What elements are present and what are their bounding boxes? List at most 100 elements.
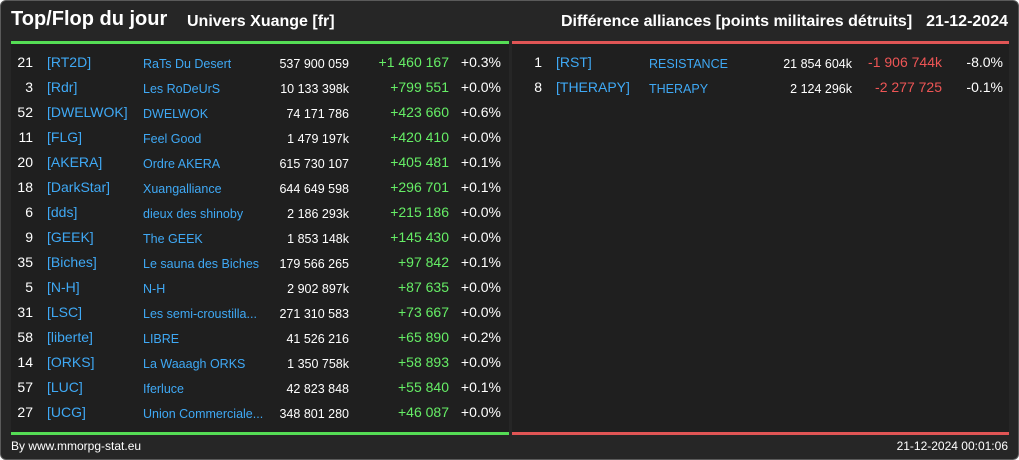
points-cell: 2 902 897k — [287, 282, 349, 296]
percent-cell: +0.1% — [460, 254, 501, 270]
percent-cell: +0.0% — [460, 354, 501, 370]
alliance-name-link[interactable]: RESISTANCE — [649, 57, 728, 71]
table-row: 27 [UCG] Union Commerciale... 348 801 280 +4… — [11, 401, 509, 426]
points-cell: 21 854 604k — [783, 57, 852, 71]
alliance-tag-link[interactable]: [AKERA] — [47, 154, 103, 170]
diff-cell: +420 410 — [390, 129, 449, 145]
table-row: 21 [RT2D] RaTs Du Desert 537 900 059 +1 460 … — [11, 51, 509, 76]
diff-cell: +58 893 — [398, 354, 449, 370]
table-row: 57 [LUC] Iferluce 42 823 848 +55 840 +0.1% — [11, 376, 509, 401]
top-list: 21 [RT2D] RaTs Du Desert 537 900 059 +1 460 … — [11, 51, 509, 426]
alliance-name-link[interactable]: dieux des shinoby — [143, 207, 244, 221]
alliance-name-link[interactable]: Feel Good — [143, 132, 202, 146]
alliance-tag-link[interactable]: [DWELWOK] — [47, 104, 128, 120]
diff-cell: +423 660 — [390, 104, 449, 120]
diff-cell: +73 667 — [398, 304, 449, 320]
alliance-name-link[interactable]: Les RoDeUrS — [143, 82, 221, 96]
table-row: 6 [dds] dieux des shinoby 2 186 293k +215 18… — [11, 201, 509, 226]
alliance-tag-link[interactable]: [liberte] — [47, 329, 93, 345]
rank-cell: 6 — [25, 204, 33, 220]
alliance-tag-link[interactable]: [FLG] — [47, 129, 83, 145]
alliance-name-link[interactable]: Le sauna des Biches — [143, 257, 260, 271]
points-cell: 2 186 293k — [287, 207, 349, 221]
diff-cell: +405 481 — [390, 154, 449, 170]
alliance-tag-link[interactable]: [DarkStar] — [47, 179, 111, 195]
alliance-name-link[interactable]: N-H — [143, 282, 166, 296]
percent-cell: +0.0% — [460, 404, 501, 420]
alliance-name-link[interactable]: The GEEK — [143, 232, 203, 246]
rank-cell: 21 — [17, 54, 33, 70]
points-cell: 271 310 583 — [279, 307, 349, 321]
percent-cell: +0.2% — [460, 329, 501, 345]
header-right: Différence alliances [points militaires … — [561, 13, 1008, 31]
alliance-tag-link[interactable]: [GEEK] — [47, 229, 94, 245]
table-row: 58 [liberte] LIBRE 41 526 216 +65 890 +0.2% — [11, 326, 509, 351]
table-row: 14 [ORKS] La Waaagh ORKS 1 350 758k +58 893 +… — [11, 351, 509, 376]
percent-cell: +0.0% — [460, 79, 501, 95]
table-row: 11 [FLG] Feel Good 1 479 197k +420 410 +0.0% — [11, 126, 509, 151]
diff-cell: +65 890 — [398, 329, 449, 345]
top-panel: 21 [RT2D] RaTs Du Desert 537 900 059 +1 460 … — [11, 41, 509, 435]
alliance-tag-link[interactable]: [LUC] — [47, 379, 83, 395]
rank-cell: 18 — [17, 179, 33, 195]
alliance-tag-link[interactable]: [UCG] — [47, 404, 86, 420]
footer-timestamp: 21-12-2024 00:01:06 — [896, 439, 1008, 453]
points-cell: 537 900 059 — [279, 57, 349, 71]
table-row: 1 [RST] RESISTANCE 21 854 604k -1 906 744k -8… — [512, 51, 1009, 76]
alliance-name-link[interactable]: THERAPY — [649, 82, 709, 96]
alliance-tag-link[interactable]: [LSC] — [47, 304, 83, 320]
rank-cell: 35 — [17, 254, 33, 270]
table-row: 20 [AKERA] Ordre AKERA 615 730 107 +405 481 +… — [11, 151, 509, 176]
alliance-name-link[interactable]: Iferluce — [143, 382, 184, 396]
table-row: 8 [THERAPY] THERAPY 2 124 296k -2 277 725 -0.… — [512, 76, 1009, 101]
percent-cell: +0.3% — [460, 54, 501, 70]
rank-cell: 20 — [17, 154, 33, 170]
points-cell: 615 730 107 — [279, 157, 349, 171]
alliance-name-link[interactable]: Union Commerciale... — [143, 407, 264, 421]
footer-credit[interactable]: By www.mmorpg-stat.eu — [11, 439, 142, 453]
percent-cell: +0.1% — [460, 179, 501, 195]
alliance-tag-link[interactable]: [Rdr] — [47, 79, 78, 95]
table-row: 5 [N-H] N-H 2 902 897k +87 635 +0.0% — [11, 276, 509, 301]
table-row: 35 [Biches] Le sauna des Biches 179 566 265… — [11, 251, 509, 276]
alliance-name-link[interactable]: La Waaagh ORKS — [143, 357, 246, 371]
diff-cell: +46 087 — [398, 404, 449, 420]
percent-cell: +0.1% — [460, 154, 501, 170]
alliance-tag-link[interactable]: [dds] — [47, 204, 78, 220]
rank-cell: 58 — [17, 329, 33, 345]
rank-cell: 27 — [17, 404, 33, 420]
alliance-tag-link[interactable]: [N-H] — [47, 279, 80, 295]
points-cell: 644 649 598 — [279, 182, 349, 196]
rank-cell: 8 — [534, 79, 542, 95]
alliance-tag-link[interactable]: [ORKS] — [47, 354, 95, 370]
diff-cell: -2 277 725 — [875, 79, 942, 95]
alliance-name-link[interactable]: RaTs Du Desert — [143, 57, 232, 71]
rank-cell: 14 — [17, 354, 33, 370]
percent-cell: -8.0% — [966, 54, 1003, 70]
alliance-tag-link[interactable]: [THERAPY] — [556, 79, 630, 95]
alliance-name-link[interactable]: Ordre AKERA — [143, 157, 221, 171]
flop-panel: 1 [RST] RESISTANCE 21 854 604k -1 906 744k -8… — [512, 41, 1009, 435]
alliance-name-link[interactable]: Xuangalliance — [143, 182, 222, 196]
alliance-name-link[interactable]: DWELWOK — [143, 107, 209, 121]
rank-cell: 57 — [17, 379, 33, 395]
points-cell: 41 526 216 — [286, 332, 349, 346]
alliance-tag-link[interactable]: [Biches] — [47, 254, 97, 270]
diff-cell: +97 842 — [398, 254, 449, 270]
diff-cell: +215 186 — [390, 204, 449, 220]
table-row: 18 [DarkStar] Xuangalliance 644 649 598 +296… — [11, 176, 509, 201]
table-row: 9 [GEEK] The GEEK 1 853 148k +145 430 +0.0% — [11, 226, 509, 251]
rank-cell: 11 — [18, 129, 33, 145]
alliance-tag-link[interactable]: [RST] — [556, 54, 592, 70]
header-date: 21-12-2024 — [926, 13, 1008, 30]
page-title: Top/Flop du jour — [11, 8, 168, 30]
diff-cell: +87 635 — [398, 279, 449, 295]
percent-cell: +0.0% — [460, 129, 501, 145]
rank-cell: 9 — [25, 229, 33, 245]
flop-list: 1 [RST] RESISTANCE 21 854 604k -1 906 744k -8… — [512, 51, 1009, 101]
alliance-tag-link[interactable]: [RT2D] — [47, 54, 92, 70]
alliance-name-link[interactable]: LIBRE — [143, 332, 180, 346]
alliance-name-link[interactable]: Les semi-croustilla... — [143, 307, 257, 321]
table-row: 31 [LSC] Les semi-croustilla... 271 310 583… — [11, 301, 509, 326]
percent-cell: +0.0% — [460, 279, 501, 295]
